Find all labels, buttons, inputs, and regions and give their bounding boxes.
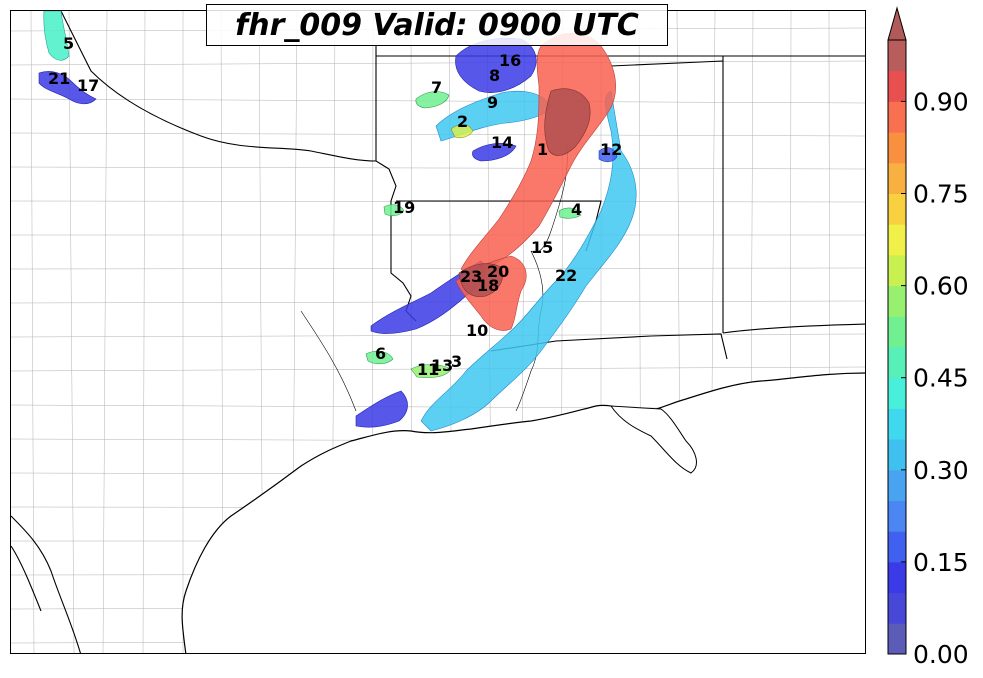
colorbar-cell bbox=[888, 40, 906, 72]
colorbar-tick-label: 0.15 bbox=[913, 548, 969, 577]
colorbar-tick-label: 0.90 bbox=[913, 87, 969, 116]
county-line bbox=[68, 11, 75, 653]
object-label-18: 18 bbox=[477, 276, 499, 295]
object-label-13: 13 bbox=[431, 356, 453, 375]
object-label-20: 20 bbox=[487, 262, 509, 281]
swath-blue-12 bbox=[598, 147, 618, 163]
object-label-5: 5 bbox=[63, 34, 74, 53]
colorbar-tick-label: 0.75 bbox=[913, 180, 969, 209]
colorbar-cell bbox=[888, 224, 906, 256]
swath-yellow-small bbox=[450, 124, 474, 139]
object-label-12: 12 bbox=[600, 140, 622, 159]
colorbar-cell bbox=[888, 162, 906, 194]
colorbar-tick-label: 0.30 bbox=[913, 456, 969, 485]
colorbar-cell bbox=[888, 500, 906, 532]
colorbar-ticks: 0.00 0.15 0.30 0.45 0.60 0.75 0.90 bbox=[901, 87, 969, 669]
object-label-8: 8 bbox=[489, 66, 500, 85]
object-label-1: 1 bbox=[537, 140, 548, 159]
colorbar-cell bbox=[888, 254, 906, 287]
swath-teal-nw bbox=[43, 11, 70, 61]
object-label-23: 23 bbox=[460, 267, 482, 286]
object-label-10: 10 bbox=[466, 321, 488, 340]
object-label-22: 22 bbox=[555, 266, 577, 285]
object-label-19: 19 bbox=[393, 198, 415, 217]
swath-green-small bbox=[415, 91, 450, 109]
map-panel: 1 2 3 4 5 6 7 8 9 10 11 12 13 14 15 16 17 18 19 20 21 22 23 bbox=[10, 10, 866, 654]
colorbar-cell bbox=[888, 285, 906, 317]
swath-green-6 bbox=[365, 350, 394, 365]
county-line bbox=[102, 11, 108, 653]
colorbar-cell bbox=[888, 592, 906, 624]
object-label-15: 15 bbox=[531, 238, 553, 257]
colorbar-extend-arrow bbox=[887, 6, 907, 41]
probability-swaths bbox=[38, 11, 637, 432]
county-line bbox=[142, 11, 146, 653]
swath-maroon-south bbox=[458, 263, 503, 297]
colorbar-cells bbox=[888, 40, 906, 655]
swath-green-4 bbox=[558, 207, 582, 219]
swath-maroon-core bbox=[544, 88, 591, 156]
object-label-17: 17 bbox=[77, 76, 99, 95]
colorbar-cell bbox=[888, 623, 906, 655]
colorbar-cell bbox=[888, 193, 906, 225]
object-label-11: 11 bbox=[417, 360, 439, 379]
colorbar-cell bbox=[888, 531, 906, 563]
swath-green-11 bbox=[410, 364, 452, 379]
colorbar-cell bbox=[888, 469, 906, 501]
swath-blue-14 bbox=[472, 142, 517, 162]
colorbar-tick-label: 0.45 bbox=[913, 364, 969, 393]
colorbar-tick-label: 0.60 bbox=[913, 272, 969, 301]
colorbar-cell bbox=[888, 347, 906, 379]
object-label-16: 16 bbox=[499, 51, 521, 70]
object-label-6: 6 bbox=[375, 344, 386, 363]
colorbar-cell bbox=[888, 377, 906, 409]
mississippi-delta bbox=[610, 405, 697, 474]
map-title: fhr_009 Valid: 0900 UTC bbox=[235, 7, 639, 43]
county-line bbox=[30, 11, 35, 653]
colorbar-cell bbox=[888, 101, 906, 133]
object-label-9: 9 bbox=[487, 93, 498, 112]
county-line bbox=[11, 166, 865, 170]
colorbar-cell bbox=[888, 561, 906, 594]
colorbar-tick-label: 0.00 bbox=[913, 640, 969, 669]
colorbar-cell bbox=[888, 316, 906, 348]
county-line bbox=[11, 60, 865, 66]
colorbar-outline bbox=[887, 39, 907, 655]
colorbar-cell bbox=[888, 408, 906, 440]
object-label-21: 21 bbox=[48, 69, 70, 88]
object-label-3: 3 bbox=[451, 352, 462, 371]
colorbar-cell bbox=[888, 132, 906, 164]
object-label-4: 4 bbox=[571, 200, 582, 219]
object-label-7: 7 bbox=[431, 78, 442, 97]
colorbar-cell bbox=[888, 439, 906, 471]
title-box: fhr_009 Valid: 0900 UTC bbox=[206, 4, 668, 46]
swath-dark-blue-nw bbox=[38, 71, 97, 105]
gulf-of-mexico bbox=[181, 372, 865, 653]
county-line bbox=[11, 333, 865, 338]
object-label-2: 2 bbox=[457, 112, 468, 131]
county-line bbox=[11, 267, 865, 270]
swath-dark-blue-sw bbox=[355, 390, 408, 428]
colorbar-cell bbox=[888, 70, 906, 102]
swath-green-19 bbox=[383, 204, 405, 216]
object-label-14: 14 bbox=[491, 133, 513, 152]
